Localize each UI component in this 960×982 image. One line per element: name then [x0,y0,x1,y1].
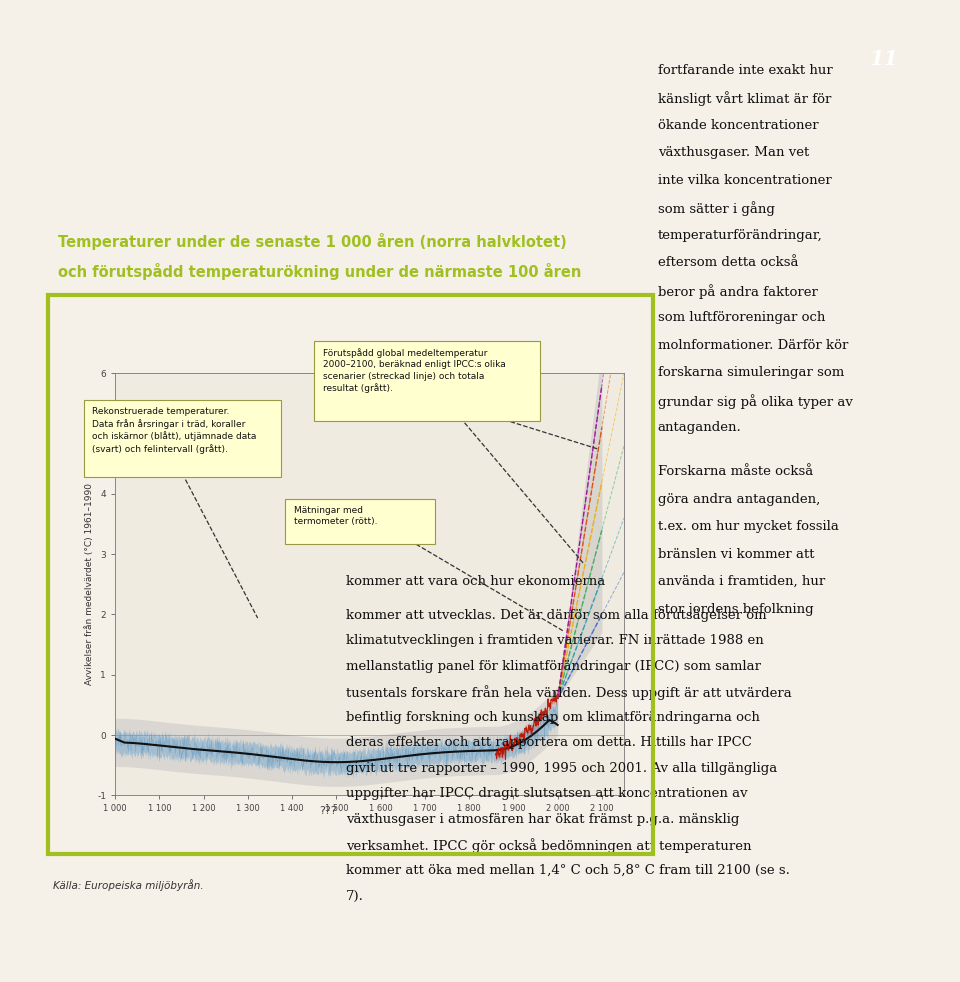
Text: verksamhet. IPCC gör också bedömningen att temperaturen: verksamhet. IPCC gör också bedömningen a… [346,839,751,853]
Text: befintlig forskning och kunskap om klimatförändringarna och: befintlig forskning och kunskap om klima… [346,711,759,724]
Text: 11: 11 [870,49,899,69]
Text: som luftföroreningar och: som luftföroreningar och [658,311,825,324]
Text: 7).: 7). [346,890,364,902]
Text: Mätningar med
termometer (rött).: Mätningar med termometer (rött). [294,506,377,526]
Text: använda i framtiden, hur: använda i framtiden, hur [658,575,825,588]
Text: mellanstatlig panel för klimatförändringar (IPCC) som samlar: mellanstatlig panel för klimatförändring… [346,660,760,673]
Text: klimatutvecklingen i framtiden varierar. FN inrättade 1988 en: klimatutvecklingen i framtiden varierar.… [346,634,763,647]
Text: känsligt vårt klimat är för: känsligt vårt klimat är för [658,91,831,106]
Text: växthusgaser i atmosfären har ökat främst p.g.a. mänsklig: växthusgaser i atmosfären har ökat främs… [346,813,739,826]
Text: Temperaturer under de senaste 1 000 åren (norra halvklotet): Temperaturer under de senaste 1 000 åren… [58,234,566,250]
Text: tusentals forskare från hela världen. Dess uppgift är att utvärdera: tusentals forskare från hela världen. De… [346,685,791,700]
Text: kommer att vara och hur ekonomierna: kommer att vara och hur ekonomierna [346,575,605,588]
Text: bränslen vi kommer att: bränslen vi kommer att [658,548,814,561]
Text: ökande koncentrationer: ökande koncentrationer [658,119,818,132]
Text: inte vilka koncentrationer: inte vilka koncentrationer [658,174,831,187]
Text: Förutspådd global medeltemperatur
2000–2100, beräknad enligt IPCC:s olika
scenar: Förutspådd global medeltemperatur 2000–2… [323,348,505,394]
Text: antaganden.: antaganden. [658,421,741,434]
Text: temperaturförändringar,: temperaturförändringar, [658,229,823,242]
Text: forskarna simuleringar som: forskarna simuleringar som [658,366,844,379]
Y-axis label: Avvikelser från medelvärdet (°C) 1961–1990: Avvikelser från medelvärdet (°C) 1961–19… [85,483,94,685]
Text: Källa: Europeiska miljöbyrån.: Källa: Europeiska miljöbyrån. [53,879,204,891]
Text: ???: ??? [319,806,336,816]
Text: kommer att utvecklas. Det är därför som alla förutsägelser om: kommer att utvecklas. Det är därför som … [346,609,766,622]
Text: t.ex. om hur mycket fossila: t.ex. om hur mycket fossila [658,520,838,533]
Text: fortfarande inte exakt hur: fortfarande inte exakt hur [658,64,832,77]
Text: stor jordens befolkning: stor jordens befolkning [658,603,813,616]
Text: och förutspådd temperaturökning under de närmaste 100 åren: och förutspådd temperaturökning under de… [58,263,581,280]
Text: grundar sig på olika typer av: grundar sig på olika typer av [658,394,852,409]
Text: deras effekter och att rapportera om detta. Hittills har IPCC: deras effekter och att rapportera om det… [346,736,752,749]
Text: Forskarna måste också: Forskarna måste också [658,465,813,478]
Text: växthusgaser. Man vet: växthusgaser. Man vet [658,146,809,159]
Text: Rekonstruerade temperaturer.
Data från årsringar i träd, koraller
och iskärnor (: Rekonstruerade temperaturer. Data från å… [92,407,256,454]
Text: eftersom detta också: eftersom detta också [658,256,798,269]
Text: göra andra antaganden,: göra andra antaganden, [658,493,820,506]
Text: givit ut tre rapporter – 1990, 1995 och 2001. Av alla tillgängliga: givit ut tre rapporter – 1990, 1995 och … [346,762,777,775]
Text: beror på andra faktorer: beror på andra faktorer [658,284,818,299]
Text: som sätter i gång: som sätter i gång [658,201,775,216]
Text: kommer att öka med mellan 1,4° C och 5,8° C fram till 2100 (se s.: kommer att öka med mellan 1,4° C och 5,8… [346,864,789,877]
Text: uppgifter har IPCC dragit slutsatsen att koncentrationen av: uppgifter har IPCC dragit slutsatsen att… [346,788,747,800]
Text: molnformationer. Därför kör: molnformationer. Därför kör [658,339,848,352]
